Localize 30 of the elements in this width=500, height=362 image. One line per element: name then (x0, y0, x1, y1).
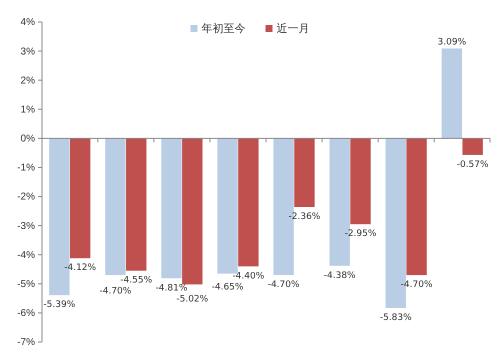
y-tick-label: -7% (17, 337, 36, 348)
y-tick-label: 2% (20, 75, 36, 86)
legend-label: 年初至今 (202, 22, 246, 35)
data-label: -2.36% (288, 212, 321, 222)
y-tick-label: -3% (17, 220, 36, 232)
data-label: -4.70% (99, 286, 132, 297)
data-label: -0.57% (456, 160, 490, 170)
y-tick-label: -5% (17, 279, 36, 290)
y-tick-label: 1% (20, 104, 36, 116)
data-label: -2.95% (344, 229, 377, 240)
data-label: -4.40% (232, 271, 265, 282)
data-label: -5.39% (43, 300, 76, 310)
data-label: -4.70% (268, 280, 300, 290)
data-label: -4.55% (120, 276, 153, 286)
data-label: -5.02% (176, 294, 209, 304)
data-label: -4.12% (64, 263, 97, 274)
y-tick-label: 4% (20, 17, 36, 28)
y-tick-label: -4% (17, 250, 36, 261)
legend-label: 近一月 (276, 22, 310, 35)
data-label: -4.81% (156, 283, 188, 294)
data-label: 3.09% (438, 37, 467, 48)
y-tick-label: -2% (17, 192, 36, 203)
y-tick-label: -6% (17, 308, 36, 320)
y-tick-label: -1% (17, 162, 36, 174)
y-tick-label: 3% (20, 46, 36, 58)
y-tick-label: 0% (20, 134, 36, 145)
data-label: -4.65% (212, 282, 244, 292)
data-label: -4.38% (324, 270, 356, 281)
data-label: -4.70% (400, 280, 433, 290)
data-label: -5.83% (380, 312, 412, 323)
